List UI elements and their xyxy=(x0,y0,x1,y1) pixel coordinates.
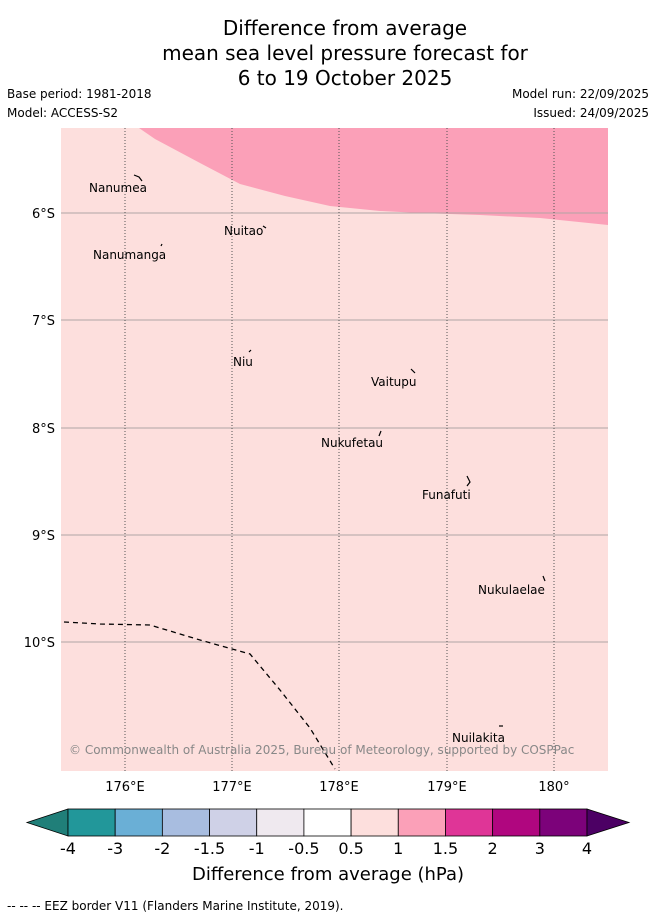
anomaly-band-1-to-1-5 xyxy=(139,128,608,225)
island-shape-vaitupu xyxy=(410,368,416,374)
colorbar-tick-label: 4 xyxy=(582,839,592,858)
issued-date: Issued: 24/09/2025 xyxy=(533,106,649,120)
colorbar-tick-label: -1.5 xyxy=(194,839,225,858)
island-shape-nukufetau xyxy=(378,430,382,437)
island-shape-funafuti xyxy=(466,475,471,487)
colorbar-tick-label: 3 xyxy=(535,839,545,858)
chart-title: Difference from average mean sea level p… xyxy=(0,16,655,91)
colorbar-tick-label: 1 xyxy=(393,839,403,858)
island-shape-niu xyxy=(248,349,252,353)
island-label-funafuti: Funafuti xyxy=(422,488,471,502)
model-run: Model run: 22/09/2025 xyxy=(511,87,649,101)
longitude-gridlines xyxy=(124,128,555,771)
colorbar-segment xyxy=(303,808,352,837)
island-label-nuitao: Nuitao xyxy=(224,224,263,238)
colorbar-segment xyxy=(350,808,399,837)
colorbar-tick-label: -2 xyxy=(154,839,170,858)
eez-footnote: -- -- -- EEZ border V11 (Flanders Marine… xyxy=(7,899,344,913)
island-label-nukulaelae: Nukulaelae xyxy=(478,583,545,597)
lon-label-176e: 176°E xyxy=(105,780,145,795)
island-label-nuilakita: Nuilakita xyxy=(452,731,505,745)
lon-label-179e: 179°E xyxy=(427,780,467,795)
colorbar-tick-label: -3 xyxy=(107,839,123,858)
copyright-notice: © Commonwealth of Australia 2025, Bureau… xyxy=(69,743,574,757)
colorbar-tick-label: -4 xyxy=(60,839,76,858)
island-shape-nuitao xyxy=(262,225,267,229)
colorbar-label: Difference from average (hPa) xyxy=(192,864,464,885)
colorbar-extend-high xyxy=(586,808,631,837)
colorbar-extend-low xyxy=(25,808,69,837)
anomaly-band-0-5-to-1 xyxy=(61,128,608,771)
island-shape-nanumanga xyxy=(160,243,163,247)
lon-label-178e: 178°E xyxy=(319,780,359,795)
colorbar-segment xyxy=(397,808,446,837)
lat-label-10s: 10°S xyxy=(24,636,55,651)
colorbar-segment xyxy=(539,808,588,837)
base-period: Base period: 1981-2018 xyxy=(7,87,152,101)
colorbar-tick-label: 1.5 xyxy=(433,839,458,858)
colorbar-segment xyxy=(67,808,116,837)
colorbar-segment xyxy=(445,808,494,837)
colorbar-segment xyxy=(114,808,163,837)
lon-label-177e: 177°E xyxy=(212,780,252,795)
eez-border xyxy=(63,621,336,770)
title-line-3: 6 to 19 October 2025 xyxy=(237,66,453,90)
latitude-gridlines xyxy=(61,212,608,643)
lat-label-8s: 8°S xyxy=(32,422,55,437)
lat-label-7s: 7°S xyxy=(32,314,55,329)
island-shape-nukulaelae xyxy=(542,575,546,582)
model-name: Model: ACCESS-S2 xyxy=(7,106,119,120)
colorbar-segment xyxy=(161,808,210,837)
lat-label-6s: 6°S xyxy=(32,207,55,222)
colorbar-segment xyxy=(492,808,541,837)
island-label-vaitupu: Vaitupu xyxy=(371,375,417,389)
colorbar-tick-label: -0.5 xyxy=(288,839,319,858)
colorbar-tick-label: 0.5 xyxy=(338,839,363,858)
colorbar-segment xyxy=(256,808,305,837)
colorbar-segment xyxy=(209,808,258,837)
colorbar xyxy=(25,808,631,837)
lat-label-9s: 9°S xyxy=(32,529,55,544)
colorbar-tick-label: 2 xyxy=(488,839,498,858)
island-label-niu: Niu xyxy=(233,355,253,369)
title-line-1: Difference from average xyxy=(222,16,468,40)
title-line-2: mean sea level pressure forecast for xyxy=(162,41,528,65)
island-label-nanumea: Nanumea xyxy=(89,181,147,195)
lon-label-180: 180° xyxy=(538,780,569,795)
island-label-nanumanga: Nanumanga xyxy=(93,248,166,262)
colorbar-ticks: -4 -3 -2 -1.5 -1 -0.5 0.5 1 1.5 2 3 4 xyxy=(60,839,592,858)
colorbar-tick-label: -1 xyxy=(249,839,265,858)
island-shape-nanumea xyxy=(133,174,143,182)
island-shapes xyxy=(133,174,546,727)
island-label-nukufetau: Nukufetau xyxy=(321,436,383,450)
